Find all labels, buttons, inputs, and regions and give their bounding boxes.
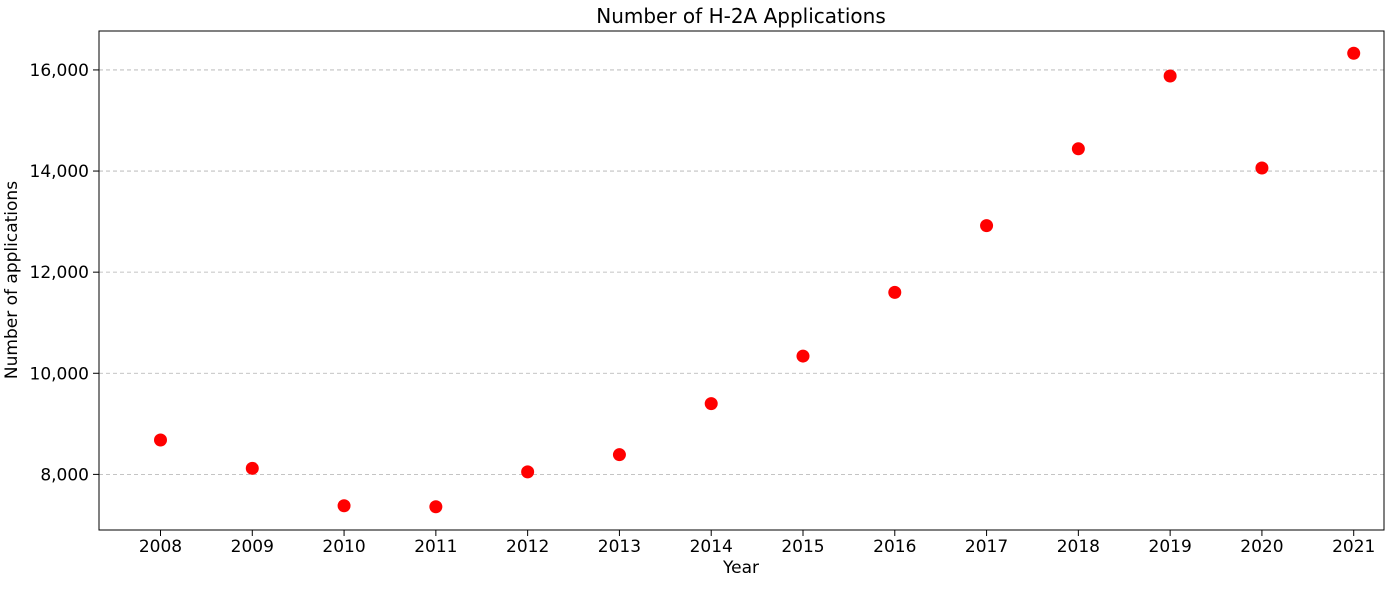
data-points [153, 46, 1361, 514]
data-point [245, 461, 259, 475]
x-axis-ticks: 2008 2009 2010 2011 2012 2013 2014 2015 2016 2017… [139, 530, 1375, 557]
x-tick-label: 2018 [1057, 537, 1100, 557]
x-tick-label: 2017 [965, 537, 1008, 557]
data-point [337, 499, 351, 513]
y-axis-ticks: 8,000 10,000 12,000 14,000 16,000 [30, 61, 99, 485]
x-tick-label: 2014 [690, 537, 733, 557]
x-tick-label: 2015 [781, 537, 824, 557]
x-tick-label: 2019 [1149, 537, 1192, 557]
data-point [1347, 46, 1361, 60]
chart-title: Number of H-2A Applications [596, 4, 886, 28]
x-tick-label: 2020 [1240, 537, 1283, 557]
data-point [429, 500, 443, 514]
x-tick-label: 2013 [598, 537, 641, 557]
data-point [612, 448, 626, 462]
y-tick-label: 14,000 [30, 162, 89, 182]
y-tick-label: 8,000 [40, 465, 89, 485]
x-tick-label: 2008 [139, 537, 182, 557]
y-tick-label: 10,000 [30, 364, 89, 384]
x-axis-label: Year [722, 558, 759, 578]
gridlines [99, 69, 1384, 475]
data-point [888, 285, 902, 299]
y-tick-label: 12,000 [30, 263, 89, 283]
x-tick-label: 2009 [231, 537, 274, 557]
data-point [704, 397, 718, 411]
y-axis-label: Number of applications [2, 181, 22, 379]
data-point [153, 433, 167, 447]
data-point [1071, 142, 1085, 156]
x-tick-label: 2010 [322, 537, 365, 557]
data-point [1255, 161, 1269, 175]
x-tick-label: 2011 [414, 537, 457, 557]
data-point [521, 465, 535, 479]
data-point [980, 219, 994, 233]
x-tick-label: 2016 [873, 537, 916, 557]
plot-area [98, 30, 1385, 531]
data-point [1163, 69, 1177, 83]
data-point [796, 349, 810, 363]
x-tick-label: 2021 [1332, 537, 1375, 557]
y-tick-label: 16,000 [30, 61, 89, 81]
x-tick-label: 2012 [506, 537, 549, 557]
